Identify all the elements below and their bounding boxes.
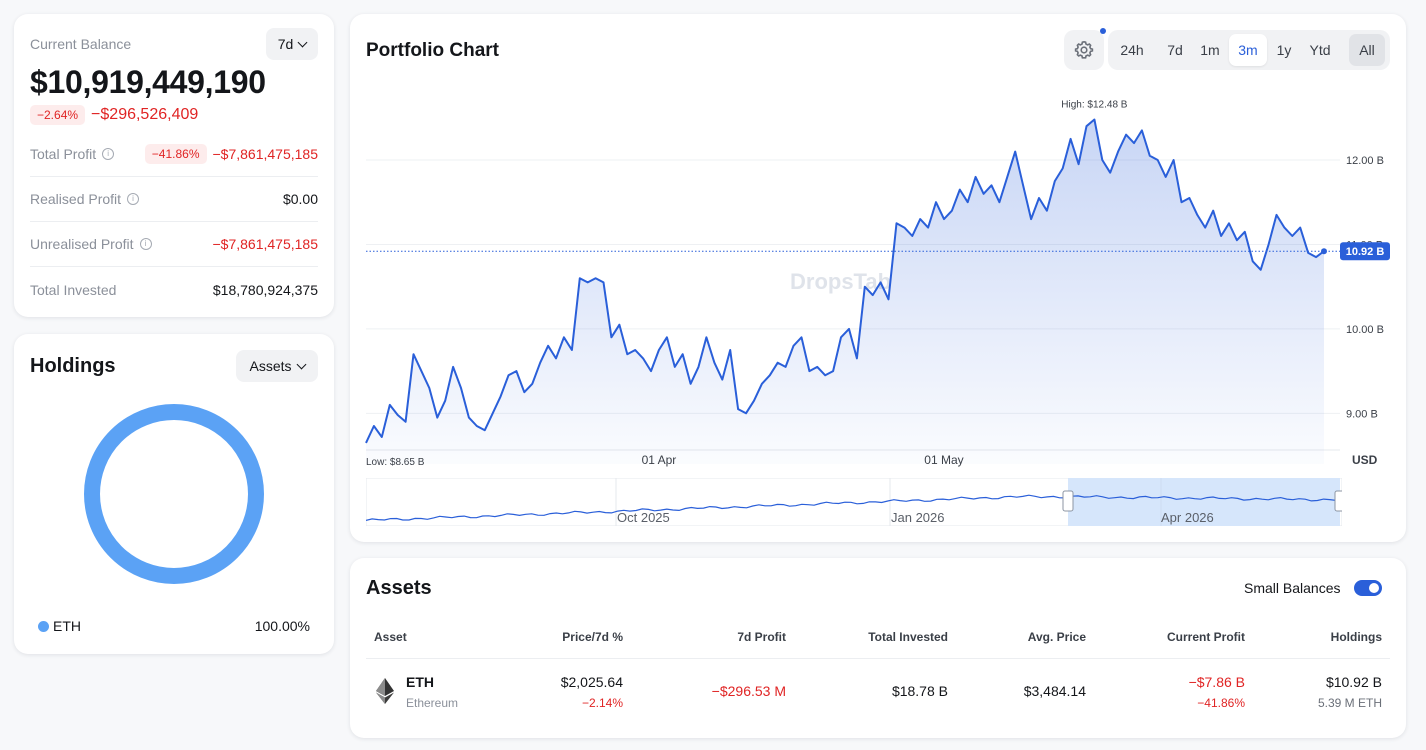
- range-button-1y[interactable]: 1y: [1276, 42, 1292, 58]
- current-balance-label: Current Balance: [30, 36, 132, 52]
- profit-row-value: −$7,861,475,185: [212, 146, 319, 162]
- donut-slice-eth[interactable]: [84, 404, 264, 584]
- x-tick-label: 01 May: [924, 453, 963, 467]
- assets-title: Assets: [366, 577, 432, 599]
- profit-row: Total Profit i −41.86% −$7,861,475,185: [30, 132, 318, 177]
- navigator-handle-right[interactable]: [1334, 490, 1342, 512]
- low-label: Low: $8.65 B: [366, 457, 425, 468]
- col-header-holdings[interactable]: Holdings: [1330, 630, 1382, 644]
- chart-area-fill: [366, 119, 1324, 464]
- legend-symbol: ETH: [53, 618, 81, 634]
- legend-dot: [38, 620, 49, 632]
- col-header-asset[interactable]: Asset: [374, 630, 407, 644]
- range-button-24h[interactable]: 24h: [1120, 42, 1144, 58]
- y-tick-label: 10.00 B: [1346, 324, 1384, 336]
- col-header-total-invested[interactable]: Total Invested: [868, 630, 948, 644]
- range-button-7d[interactable]: 7d: [1167, 42, 1183, 58]
- profit-row-value: −$7,861,475,185: [212, 236, 319, 252]
- range-button-1m[interactable]: 1m: [1200, 42, 1220, 58]
- holdings-title: Holdings: [30, 355, 116, 377]
- navigator-label-oct: Oct 2025: [617, 510, 670, 525]
- small-balances-toggle[interactable]: [1354, 580, 1382, 596]
- holdings-legend-item[interactable]: ETH 100.00%: [38, 618, 310, 634]
- balance-change-abs: −$296,526,409: [91, 106, 199, 123]
- portfolio-line-chart[interactable]: DropsTab 9.00 B10.00 B11.00 B12.00 B01 A…: [350, 84, 1406, 484]
- asset-7d-profit: −$296.53 M: [711, 683, 786, 699]
- profit-row: Realised Profit i $0.00: [30, 177, 318, 222]
- asset-price-change: −2.14%: [581, 696, 623, 710]
- gear-icon: [1074, 40, 1094, 59]
- chart-range-navigator[interactable]: Oct 2025 Jan 2026 Apr 2026: [366, 478, 1342, 526]
- profit-row-label: Realised Profit: [30, 191, 122, 207]
- navigator-label-apr: Apr 2026: [1161, 510, 1214, 525]
- time-range-selector: 24h 7d 1m 3m 1y Ytd All: [1108, 30, 1390, 70]
- chevron-down-icon: [296, 359, 306, 369]
- navigator-series-line: [366, 494, 1342, 521]
- asset-symbol: ETH: [406, 674, 434, 690]
- balance-period-value: 7d: [277, 36, 294, 52]
- profit-row-badge: −41.86%: [144, 144, 207, 164]
- ethereum-icon: [376, 678, 394, 704]
- col-header-avg-price[interactable]: Avg. Price: [1027, 630, 1086, 644]
- asset-avg-price: $3,484.14: [1023, 683, 1086, 699]
- chart-title: Portfolio Chart: [366, 40, 499, 61]
- balance-period-dropdown[interactable]: 7d: [266, 28, 318, 60]
- assets-card: Assets Small Balances Asset Price/7d % 7…: [350, 558, 1406, 738]
- asset-total-invested: $18.78 B: [891, 683, 948, 699]
- table-divider: [366, 658, 1390, 659]
- asset-current-profit: −$7.86 B: [1188, 674, 1245, 690]
- settings-notification-dot: [1100, 28, 1106, 34]
- asset-name: Ethereum: [406, 696, 459, 710]
- profit-row-label: Unrealised Profit: [30, 236, 134, 252]
- balance-card: Current Balance 7d $10,919,449,190 −2.64…: [14, 14, 334, 317]
- profit-row: Total Invested $18,780,924,375: [30, 267, 318, 312]
- navigator-label-jan: Jan 2026: [891, 510, 945, 525]
- holdings-card: Holdings Assets ETH 100.00%: [14, 334, 334, 654]
- holdings-donut-chart: [84, 404, 264, 584]
- asset-holdings-value: $10.92 B: [1325, 674, 1382, 690]
- range-button-ytd[interactable]: Ytd: [1309, 42, 1331, 58]
- range-button-all[interactable]: All: [1349, 34, 1385, 66]
- range-button-3m[interactable]: 3m: [1229, 34, 1267, 66]
- info-icon[interactable]: i: [127, 193, 140, 205]
- y-tick-label: 9.00 B: [1346, 408, 1378, 420]
- navigator-selected-window[interactable]: [1068, 478, 1340, 526]
- current-value-point[interactable]: [1321, 248, 1327, 255]
- col-header-7d-profit[interactable]: 7d Profit: [737, 630, 786, 644]
- current-value-label: 10.92 B: [1346, 246, 1385, 258]
- chart-watermark: DropsTab: [790, 269, 891, 294]
- high-label: High: $12.48 B: [1061, 99, 1127, 110]
- currency-label: USD: [1352, 453, 1378, 467]
- current-value-tag: [1340, 242, 1390, 261]
- asset-price: $2,025.64: [560, 674, 623, 690]
- legend-share: 100.00%: [254, 618, 310, 634]
- profit-row: Unrealised Profit i −$7,861,475,185: [30, 222, 318, 267]
- profit-row-label: Total Profit: [30, 146, 97, 162]
- info-icon[interactable]: i: [102, 148, 115, 160]
- chevron-down-icon: [297, 37, 308, 47]
- asset-holdings-amount: 5.39 M ETH: [1317, 696, 1382, 710]
- x-tick-label: 01 Apr: [642, 453, 677, 467]
- info-icon[interactable]: i: [139, 238, 152, 250]
- navigator-handle-left[interactable]: [1062, 490, 1074, 512]
- holdings-view-value: Assets: [249, 358, 292, 374]
- small-balances-label: Small Balances: [1244, 580, 1341, 596]
- profit-row-value: $18,780,924,375: [212, 281, 318, 298]
- asset-current-profit-pct: −41.86%: [1197, 696, 1245, 710]
- chart-settings-button[interactable]: [1064, 28, 1106, 70]
- col-header-current-profit[interactable]: Current Profit: [1167, 630, 1245, 644]
- balance-change: −2.64% −$296,526,409: [30, 105, 198, 125]
- balance-value: $10,919,449,190: [30, 64, 266, 100]
- profit-row-value: $0.00: [282, 191, 318, 207]
- holdings-view-dropdown[interactable]: Assets: [236, 350, 318, 382]
- y-tick-label: 12.00 B: [1346, 155, 1384, 167]
- col-header-price[interactable]: Price/7d %: [562, 630, 623, 644]
- chart-series-line: [365, 118, 1325, 444]
- balance-change-pct-badge: −2.64%: [30, 105, 86, 125]
- portfolio-chart-card: Portfolio Chart 24h 7d 1m 3m 1y Ytd All DropsT…: [350, 14, 1406, 542]
- profit-row-label: Total Invested: [30, 281, 117, 298]
